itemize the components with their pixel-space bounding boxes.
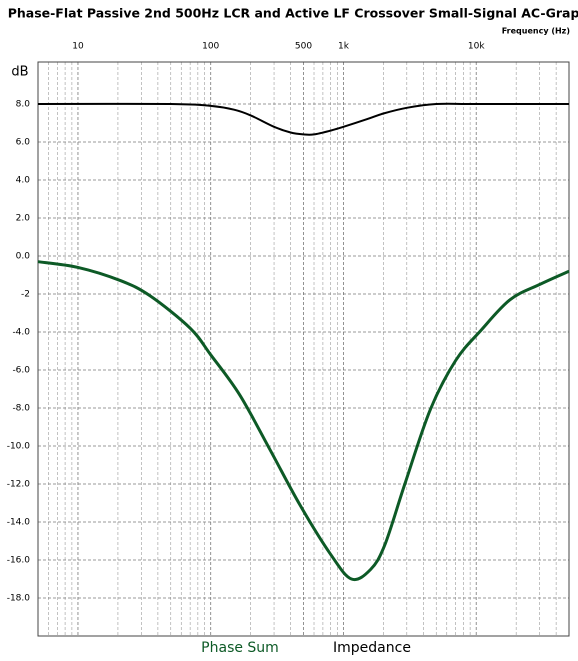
y-tick-label: -10.0 xyxy=(7,442,31,452)
y-axis-title: dB xyxy=(11,65,28,80)
y-tick-label: -8.0 xyxy=(12,404,30,414)
x-tick-label: 10k xyxy=(468,42,485,52)
plot-frame xyxy=(37,61,570,637)
y-tick-label: -6.0 xyxy=(12,366,30,376)
series-line xyxy=(37,260,570,582)
x-tick-label: 10 xyxy=(72,42,84,52)
y-tick-label: 0.0 xyxy=(16,252,31,262)
y-tick-label: 4.0 xyxy=(16,176,31,186)
x-tick-label: 1k xyxy=(338,42,350,52)
y-tick-label: 2.0 xyxy=(16,214,31,224)
x-tick-label: 500 xyxy=(295,42,312,52)
y-tick-label: -2 xyxy=(21,290,30,300)
chart-title: Phase-Flat Passive 2nd 500Hz LCR and Act… xyxy=(8,6,578,21)
y-tick-label: -18.0 xyxy=(7,594,31,604)
series-line xyxy=(37,102,569,136)
legend-label: Phase Sum xyxy=(201,640,279,656)
y-tick-label: -16.0 xyxy=(7,556,31,566)
y-tick-label: -14.0 xyxy=(7,518,31,528)
y-tick-label: -12.0 xyxy=(7,480,31,490)
x-tick-label: 100 xyxy=(202,42,219,52)
y-tick-label: 8.0 xyxy=(16,100,31,110)
legend-label: Impedance xyxy=(333,640,411,656)
x-axis-title: Frequency (Hz) xyxy=(502,27,570,36)
y-tick-label: -4.0 xyxy=(12,328,30,338)
y-tick-label: 6.0 xyxy=(16,138,31,148)
